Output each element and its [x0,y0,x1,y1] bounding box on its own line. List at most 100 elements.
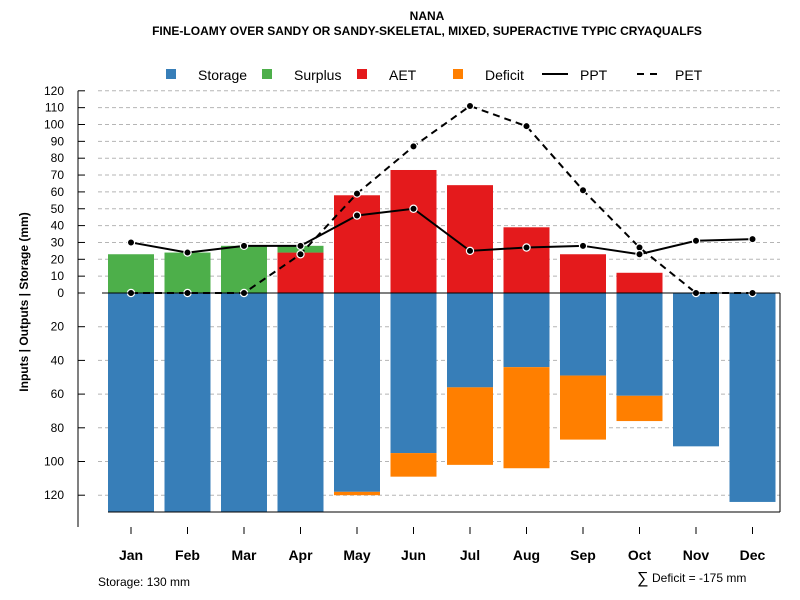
x-tick-label: Sep [570,547,596,563]
legend-swatch-storage [166,69,176,79]
legend-label-surplus: Surplus [294,67,341,83]
storage-bar [560,293,606,376]
y-tick-label: 40 [51,219,65,233]
y-tick-label: 100 [44,455,64,469]
surplus-bar [164,252,211,293]
y-tick-label: 20 [51,252,65,266]
aet-bar [390,169,437,293]
legend-label-deficit: Deficit [485,67,524,83]
legend-swatch-surplus [262,69,272,79]
ppt-point [748,234,757,244]
legend-label-aet: AET [389,67,417,83]
x-tick-label: Aug [513,547,540,563]
x-tick-label: Apr [288,547,313,563]
y-tick-label: 60 [51,387,65,401]
y-tick-label: 80 [51,151,65,165]
storage-bar [164,293,211,513]
x-tick-label: Oct [628,547,652,563]
ppt-point [465,246,475,256]
ppt-point [691,236,701,245]
storage-bar [729,293,776,502]
aet-bar [503,227,550,293]
pet-line [131,104,753,294]
deficit-bar [334,491,380,496]
y-tick-label: 70 [51,168,65,182]
pet-point [409,142,418,151]
deficit-bar [390,453,437,477]
ppt-point [352,211,362,220]
pet-point [352,189,362,198]
axes: 0 10 20 30 40 50 60 70 80 90 100 110 120 20 40 60 80 100 1… [44,84,781,563]
legend-label-pet: PET [675,67,703,83]
legend-swatch-aet [357,69,367,79]
aet-bar [560,254,606,293]
y-tick-label: 40 [51,353,65,367]
ppt-point [183,248,192,257]
storage-bar [390,293,437,454]
storage-bar [447,293,493,388]
y-tick-label: 80 [51,421,65,435]
ppt-line [130,207,753,256]
ppt-point [578,241,588,251]
legend-label-ppt: PPT [580,67,608,83]
ppt-point [409,204,418,213]
y-tick-label: 100 [44,118,64,132]
pet-point [635,243,644,252]
storage-bar [673,293,719,447]
storage-bar [108,293,154,513]
x-tick-label: Jan [119,547,143,563]
sum-symbol: ∑ [637,570,648,587]
y-tick-label: 110 [45,101,64,115]
pet-point [522,121,531,131]
x-tick-label: Jul [460,547,480,563]
y-tick-label: 20 [51,320,65,334]
chart-title: NANA [410,9,445,23]
aet-bar [277,252,324,293]
deficit-bar [503,367,550,469]
storage-bar [616,293,663,396]
ppt-point [239,241,249,251]
deficit-note: Deficit = -175 mm [652,571,746,585]
pet-point [578,186,588,195]
y-tick-label: 30 [51,235,65,249]
y-tick-label: 0 [57,286,64,300]
x-tick-label: Nov [683,547,710,563]
ppt-point [522,243,531,252]
deficit-bar [616,395,663,422]
ppt-point [296,241,305,251]
deficit-bar [447,387,493,465]
surplus-bar [108,254,154,293]
x-tick-label: Dec [740,547,766,563]
y-axis-label: Inputs | Outputs | Storage (mm) [17,212,31,391]
x-tick-label: Jun [401,547,426,563]
y-tick-label: 90 [51,134,65,148]
legend-swatch-deficit [453,69,463,79]
pet-point [296,250,305,259]
y-tick-label: 60 [51,185,65,199]
x-tick-label: Mar [232,547,257,563]
ppt-point [635,250,644,259]
storage-bar [277,293,324,513]
legend-label-storage: Storage [198,67,247,83]
gridlines [98,90,780,496]
surplus-bar [221,245,267,293]
legend: Storage Surplus AET Deficit PPT PET [166,67,703,83]
bars [108,169,776,513]
lines [126,101,757,298]
x-tick-label: May [343,547,370,563]
storage-note: Storage: 130 mm [98,575,190,589]
storage-bar [334,293,380,492]
aet-bar [616,272,663,293]
y-tick-label: 50 [51,202,65,216]
y-tick-label: 120 [44,84,64,98]
deficit-bar [560,375,606,440]
chart-subtitle: FINE-LOAMY OVER SANDY OR SANDY-SKELETAL,… [152,24,702,38]
ppt-point [126,238,136,247]
y-tick-label: 120 [44,488,64,502]
y-tick-label: 10 [51,269,65,283]
storage-bar [503,293,550,368]
x-tick-label: Feb [175,547,200,563]
pet-point [465,101,475,111]
storage-bar [221,293,267,513]
